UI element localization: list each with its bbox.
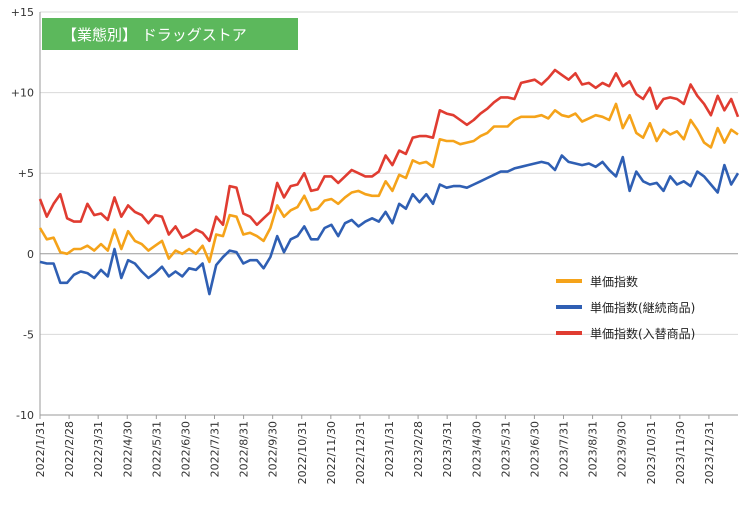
x-tick-label: 2022/11/30 bbox=[325, 421, 338, 484]
series-line-1 bbox=[38, 102, 739, 264]
axes bbox=[39, 12, 738, 416]
x-tick-label: 2022/9/30 bbox=[267, 421, 280, 477]
grid-lines bbox=[40, 11, 738, 416]
x-tick-label: 2023/9/30 bbox=[616, 421, 629, 477]
legend-swatch-continuing bbox=[556, 305, 582, 309]
x-tick-label: 2023/8/31 bbox=[587, 421, 600, 477]
legend-label: 単価指数(継続商品) bbox=[590, 300, 696, 315]
x-tick-label: 2023/1/31 bbox=[383, 421, 396, 477]
legend-swatch-replacement bbox=[556, 331, 582, 335]
x-tick-label: 2022/5/31 bbox=[150, 421, 163, 477]
x-tick-label: 2022/1/31 bbox=[34, 421, 47, 477]
y-tick-label: 0 bbox=[27, 248, 34, 261]
legend-label: 単価指数(入替商品) bbox=[590, 326, 696, 341]
legend: 単価指数 単価指数(継続商品) 単価指数(入替商品) bbox=[556, 268, 695, 346]
x-tick-label: 2022/4/30 bbox=[121, 421, 134, 477]
legend-item-unit-price: 単価指数 bbox=[556, 268, 695, 294]
x-tick-label: 2022/12/31 bbox=[354, 421, 367, 484]
y-tick-labels: +15 +10 +5 0 -5 -10 bbox=[11, 6, 34, 422]
x-tick-label: 2023/5/31 bbox=[499, 421, 512, 477]
x-tick-label: 2022/7/31 bbox=[209, 421, 222, 477]
y-tick-label: -10 bbox=[16, 409, 34, 422]
x-tick-label: 2023/12/31 bbox=[703, 421, 716, 484]
y-tick-label: +5 bbox=[18, 167, 34, 180]
legend-item-continuing: 単価指数(継続商品) bbox=[556, 294, 695, 320]
legend-swatch-unit-price bbox=[556, 279, 582, 283]
y-tick-label: -5 bbox=[23, 328, 34, 341]
x-tick-label: 2023/6/30 bbox=[528, 421, 541, 477]
x-tick-labels: 2022/1/31 2022/2/28 2022/3/31 2022/4/30 2022… bbox=[34, 415, 716, 484]
x-tick-label: 2023/2/28 bbox=[412, 421, 425, 477]
x-tick-label: 2023/10/31 bbox=[645, 421, 658, 484]
chart-title: 【業態別】 ドラッグストア bbox=[42, 18, 298, 50]
legend-item-replacement: 単価指数(入替商品) bbox=[556, 320, 695, 346]
x-tick-label: 2022/6/30 bbox=[179, 421, 192, 477]
x-tick-label: 2023/3/31 bbox=[441, 421, 454, 477]
x-tick-label: 2023/4/30 bbox=[470, 421, 483, 477]
series-line-2 bbox=[39, 154, 740, 296]
x-tick-label: 2022/2/28 bbox=[63, 421, 76, 477]
series-lines bbox=[38, 68, 740, 296]
x-tick-label: 2023/11/30 bbox=[674, 421, 687, 484]
legend-label: 単価指数 bbox=[590, 274, 639, 289]
x-tick-label: 2022/3/31 bbox=[92, 421, 105, 477]
series-line-3 bbox=[38, 68, 740, 243]
y-tick-label: +10 bbox=[11, 87, 34, 100]
y-tick-label: +15 bbox=[11, 6, 34, 19]
x-tick-label: 2022/10/31 bbox=[296, 421, 309, 484]
x-tick-label: 2023/7/31 bbox=[558, 421, 571, 477]
x-tick-label: 2022/8/31 bbox=[238, 421, 251, 477]
